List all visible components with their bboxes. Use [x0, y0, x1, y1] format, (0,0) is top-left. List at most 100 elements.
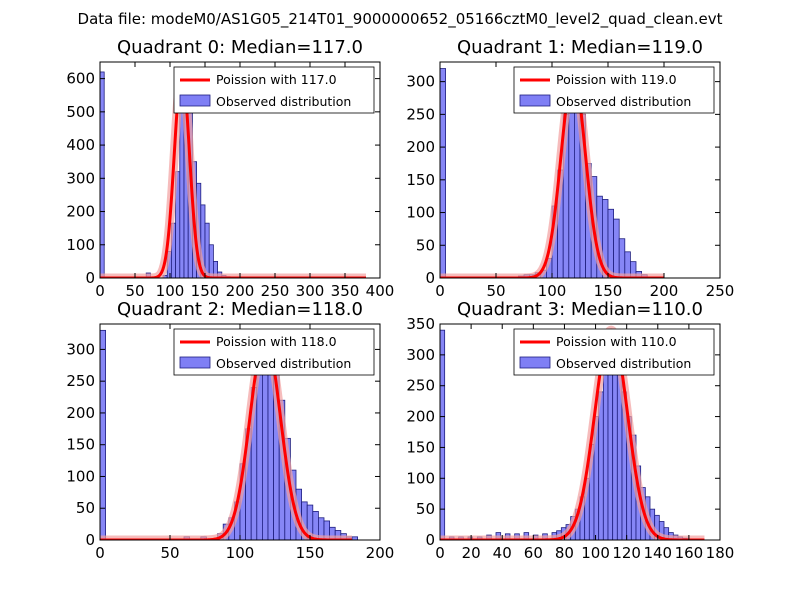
y-tick-label: 50 — [416, 500, 435, 518]
legend-bar-swatch — [519, 94, 551, 107]
legend-bar-swatch — [179, 356, 211, 369]
legend: Poission with 118.0 Observed distribution — [173, 328, 375, 376]
y-tick-label: 500 — [66, 103, 95, 121]
x-tick-label: 0 — [95, 544, 105, 562]
y-tick-label: 50 — [416, 236, 435, 254]
y-tick-label: 300 — [66, 340, 95, 358]
y-tick-label: 100 — [66, 236, 95, 254]
y-tick-label: 400 — [66, 136, 95, 154]
legend-label-observed: Observed distribution — [556, 356, 691, 371]
x-tick-label: 350 — [331, 282, 360, 300]
x-tick-label: 200 — [226, 282, 255, 300]
y-tick-label: 350 — [406, 315, 435, 333]
legend-label-poisson: Poission with 119.0 — [556, 72, 677, 87]
legend-label-observed: Observed distribution — [556, 94, 691, 109]
legend-label-observed: Observed distribution — [216, 94, 351, 109]
legend: Poission with 117.0 Observed distribution — [173, 66, 375, 114]
figure-suptitle: Data file: modeM0/AS1G05_214T01_90000006… — [78, 10, 723, 29]
legend: Poission with 110.0 Observed distribution — [513, 328, 715, 376]
x-tick-label: 100 — [538, 282, 567, 300]
x-tick-label: 100 — [226, 544, 255, 562]
y-tick-label: 300 — [66, 169, 95, 187]
x-tick-label: 0 — [435, 544, 445, 562]
y-tick-label: 0 — [85, 269, 95, 287]
histogram-bar — [100, 329, 106, 540]
quadrant-0-panel: Quadrant 0: Median=117.0 0 50 100 150 200 250… — [66, 37, 394, 300]
y-tick-label: 250 — [406, 377, 435, 395]
legend-label-observed: Observed distribution — [216, 356, 351, 371]
histogram-bar — [607, 360, 614, 540]
histogram-bar — [613, 218, 620, 278]
histogram-bar — [440, 68, 446, 278]
y-tick-label: 0 — [425, 531, 435, 549]
legend-label-poisson: Poission with 110.0 — [556, 334, 677, 349]
quadrant-3-title: Quadrant 3: Median=110.0 — [457, 299, 703, 320]
y-tick-label: 600 — [66, 70, 95, 88]
histogram-bar — [598, 391, 604, 540]
x-tick-label: 250 — [261, 282, 290, 300]
histogram-bar — [440, 329, 446, 540]
plot-frame — [439, 61, 721, 279]
x-tick-label: 150 — [191, 282, 220, 300]
histogram-bar — [256, 368, 263, 540]
histogram-bar — [618, 238, 626, 278]
legend-label-poisson: Poission with 117.0 — [216, 72, 337, 87]
y-tick-label: 100 — [66, 467, 95, 485]
y-tick-label: 100 — [406, 204, 435, 222]
legend-box — [173, 328, 375, 376]
x-tick-label: 80 — [555, 544, 574, 562]
y-tick-label: 200 — [406, 138, 435, 156]
legend-label-poisson: Poission with 118.0 — [216, 334, 337, 349]
y-tick-label: 0 — [85, 531, 95, 549]
poisson-curve — [440, 328, 706, 540]
x-tick-label: 100 — [581, 544, 610, 562]
histogram-bar — [208, 244, 214, 278]
x-tick-label: 400 — [366, 282, 395, 300]
x-tick-label: 100 — [156, 282, 185, 300]
x-tick-label: 20 — [462, 544, 481, 562]
quadrant-2-title: Quadrant 2: Median=118.0 — [117, 299, 363, 320]
x-tick-label: 180 — [706, 544, 735, 562]
x-tick-label: 160 — [675, 544, 704, 562]
x-tick-label: 140 — [643, 544, 672, 562]
x-tick-label: 40 — [493, 544, 512, 562]
x-tick-label: 150 — [296, 544, 325, 562]
y-tick-label: 300 — [406, 73, 435, 91]
y-tick-label: 200 — [406, 408, 435, 426]
y-tick-label: 150 — [66, 436, 95, 454]
quadrant-2-panel: Quadrant 2: Median=118.0 0 50 100 150 200 0 50… — [66, 299, 394, 562]
x-tick-label: 0 — [435, 282, 445, 300]
x-tick-label: 50 — [125, 282, 144, 300]
x-tick-label: 200 — [650, 282, 679, 300]
histogram-bar — [602, 372, 609, 540]
y-tick-label: 100 — [406, 469, 435, 487]
x-tick-label: 50 — [160, 544, 179, 562]
x-tick-label: 200 — [366, 544, 395, 562]
quadrant-1-panel: Quadrant 1: Median=119.0 0 50 100 150 200 250… — [406, 37, 734, 300]
y-tick-label: 50 — [76, 499, 95, 517]
y-tick-label: 150 — [406, 171, 435, 189]
legend-bar-swatch — [179, 94, 211, 107]
plot-frame — [439, 323, 721, 541]
histogram-bar — [607, 208, 614, 278]
y-tick-label: 200 — [66, 203, 95, 221]
y-tick-label: 250 — [66, 372, 95, 390]
y-tick-label: 150 — [406, 438, 435, 456]
y-tick-label: 200 — [66, 404, 95, 422]
quadrant-3-panel: Quadrant 3: Median=110.0 0 20 40 60 80 100 120… — [406, 299, 734, 562]
histogram-bar — [100, 71, 105, 278]
x-tick-label: 0 — [95, 282, 105, 300]
x-tick-label: 300 — [296, 282, 325, 300]
x-tick-label: 250 — [706, 282, 735, 300]
legend: Poission with 119.0 Observed distribution — [513, 66, 715, 114]
x-tick-label: 150 — [594, 282, 623, 300]
quadrant-0-title: Quadrant 0: Median=117.0 — [117, 37, 363, 58]
x-tick-label: 50 — [486, 282, 505, 300]
y-tick-label: 0 — [425, 269, 435, 287]
x-tick-label: 60 — [524, 544, 543, 562]
quadrant-1-title: Quadrant 1: Median=119.0 — [457, 37, 703, 58]
y-tick-label: 300 — [406, 346, 435, 364]
x-tick-label: 120 — [612, 544, 641, 562]
y-tick-label: 250 — [406, 105, 435, 123]
